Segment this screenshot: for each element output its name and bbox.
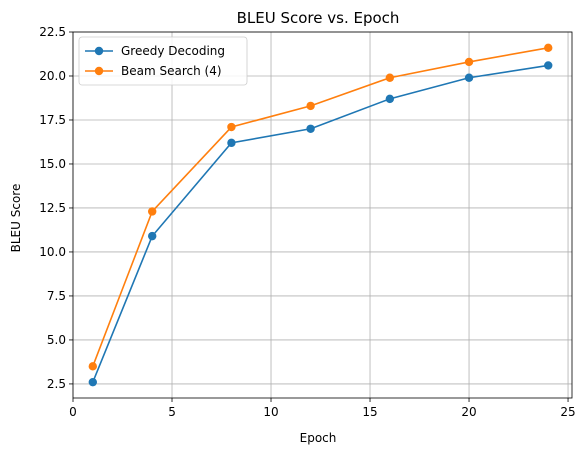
data-point-greedy-decoding (88, 377, 98, 387)
y-tick-label: 20.0 (39, 69, 66, 83)
data-point-beam-search-4 (464, 57, 474, 67)
data-point-beam-search-4 (148, 207, 157, 216)
legend-label: Beam Search (4) (121, 64, 222, 78)
legend-swatch-marker (94, 46, 104, 56)
data-point-greedy-decoding (227, 138, 236, 148)
series-line-greedy-decoding (92, 64, 549, 383)
y-tick-label: 15.0 (39, 157, 66, 171)
data-point-greedy-decoding (464, 73, 474, 82)
legend-swatch-marker (94, 66, 104, 76)
x-tick-label: 20 (461, 405, 476, 419)
data-point-greedy-decoding (148, 231, 157, 241)
data-point-greedy-decoding (544, 61, 553, 70)
series-line-beam-search-4 (92, 47, 549, 367)
chart-title: BLEU Score vs. Epoch (237, 9, 400, 27)
y-tick-label: 10.0 (39, 245, 66, 259)
y-tick-label: 17.5 (39, 113, 66, 127)
x-tick-label: 0 (69, 405, 77, 419)
axes: 0 5 10 15 20 25 2.5 5.0 7.5 10.0 12.5 15.0 17.5 20.0 2… (39, 25, 575, 419)
legend-label: Greedy Decoding (121, 44, 225, 58)
data-point-beam-search-4 (227, 122, 236, 132)
plot-frame (72, 31, 573, 399)
data-point-beam-search-4 (306, 101, 315, 111)
x-tick-label: 15 (362, 405, 377, 419)
data-point-greedy-decoding (306, 124, 315, 133)
y-axis-label: BLEU Score (9, 184, 23, 253)
x-axis-label: Epoch (300, 431, 337, 445)
x-tick-label: 25 (560, 405, 575, 419)
y-tick-label: 7.5 (47, 289, 66, 303)
data-point-beam-search-4 (385, 73, 395, 82)
legend-box (78, 36, 248, 86)
y-tick-label: 5.0 (47, 333, 66, 347)
y-tick-label: 22.5 (39, 25, 66, 39)
data-point-greedy-decoding (385, 94, 395, 104)
series-group (88, 43, 553, 387)
legend: Greedy Decoding Beam Search (4) (78, 36, 248, 86)
x-tick-label: 5 (168, 405, 176, 419)
grid-lines (72, 31, 572, 398)
y-tick-label: 2.5 (47, 377, 66, 391)
data-point-beam-search-4 (544, 43, 553, 53)
y-tick-label: 12.5 (39, 201, 66, 215)
x-tick-label: 10 (263, 405, 278, 419)
data-point-beam-search-4 (88, 362, 98, 371)
